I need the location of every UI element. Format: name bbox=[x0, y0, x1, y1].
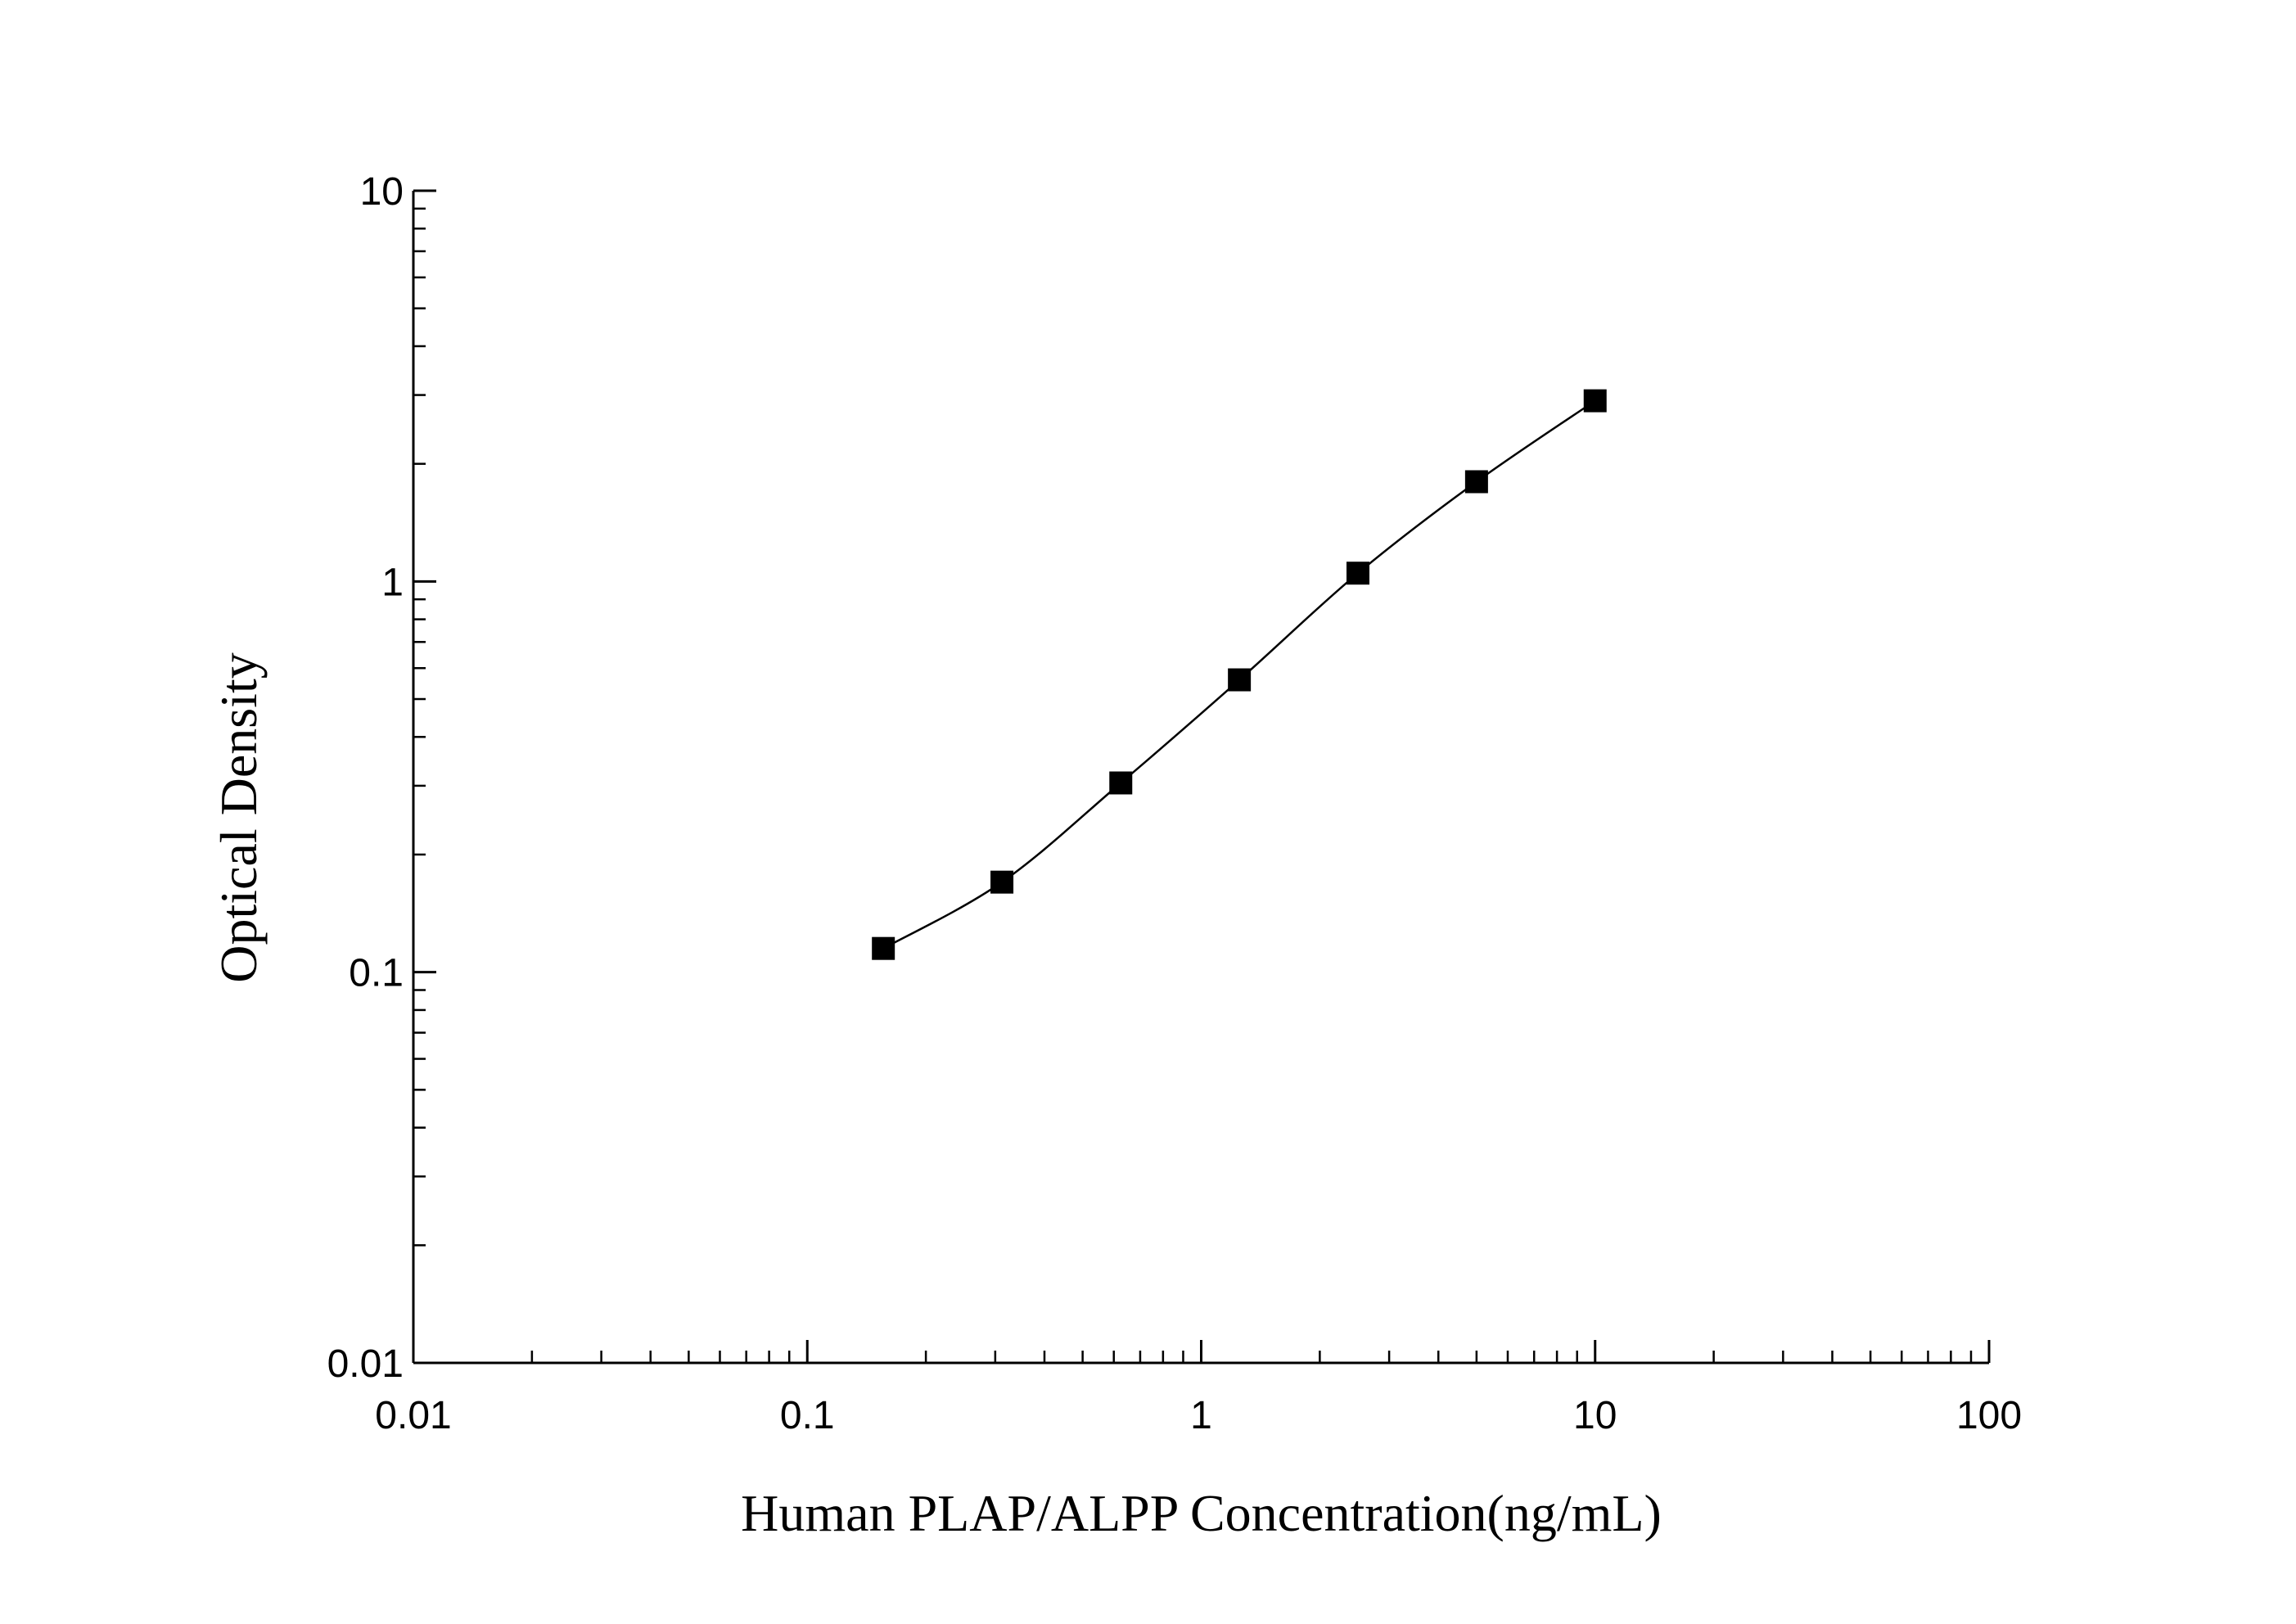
y-tick-label: 1 bbox=[381, 561, 404, 604]
data-point bbox=[1109, 771, 1133, 795]
x-tick-label: 10 bbox=[1573, 1394, 1617, 1437]
x-tick-label: 0.1 bbox=[780, 1394, 835, 1437]
data-point bbox=[1228, 668, 1252, 692]
x-axis-label: Human PLAP/ALPP Concentration(ng/mL) bbox=[741, 1484, 1662, 1542]
data-point bbox=[1346, 562, 1370, 585]
y-tick-label: 0.01 bbox=[327, 1342, 404, 1386]
x-tick-label: 0.01 bbox=[375, 1394, 451, 1437]
data-point bbox=[1464, 470, 1488, 494]
x-tick-label: 1 bbox=[1190, 1394, 1212, 1437]
axis-tick-labels: 0.01 0.1 1 10 100 0.01 0.1 1 10 bbox=[327, 170, 2022, 1437]
data-point bbox=[872, 936, 895, 960]
axis-ticks bbox=[412, 189, 1991, 1365]
x-tick-label: 100 bbox=[1956, 1394, 2022, 1437]
data-point bbox=[1583, 389, 1607, 413]
y-axis-label: Optical Density bbox=[210, 652, 268, 982]
y-tick-label: 0.1 bbox=[349, 952, 404, 995]
y-tick-label: 10 bbox=[360, 170, 404, 214]
data-point bbox=[990, 870, 1014, 894]
axes bbox=[412, 191, 1989, 1365]
data-points bbox=[872, 389, 1607, 960]
